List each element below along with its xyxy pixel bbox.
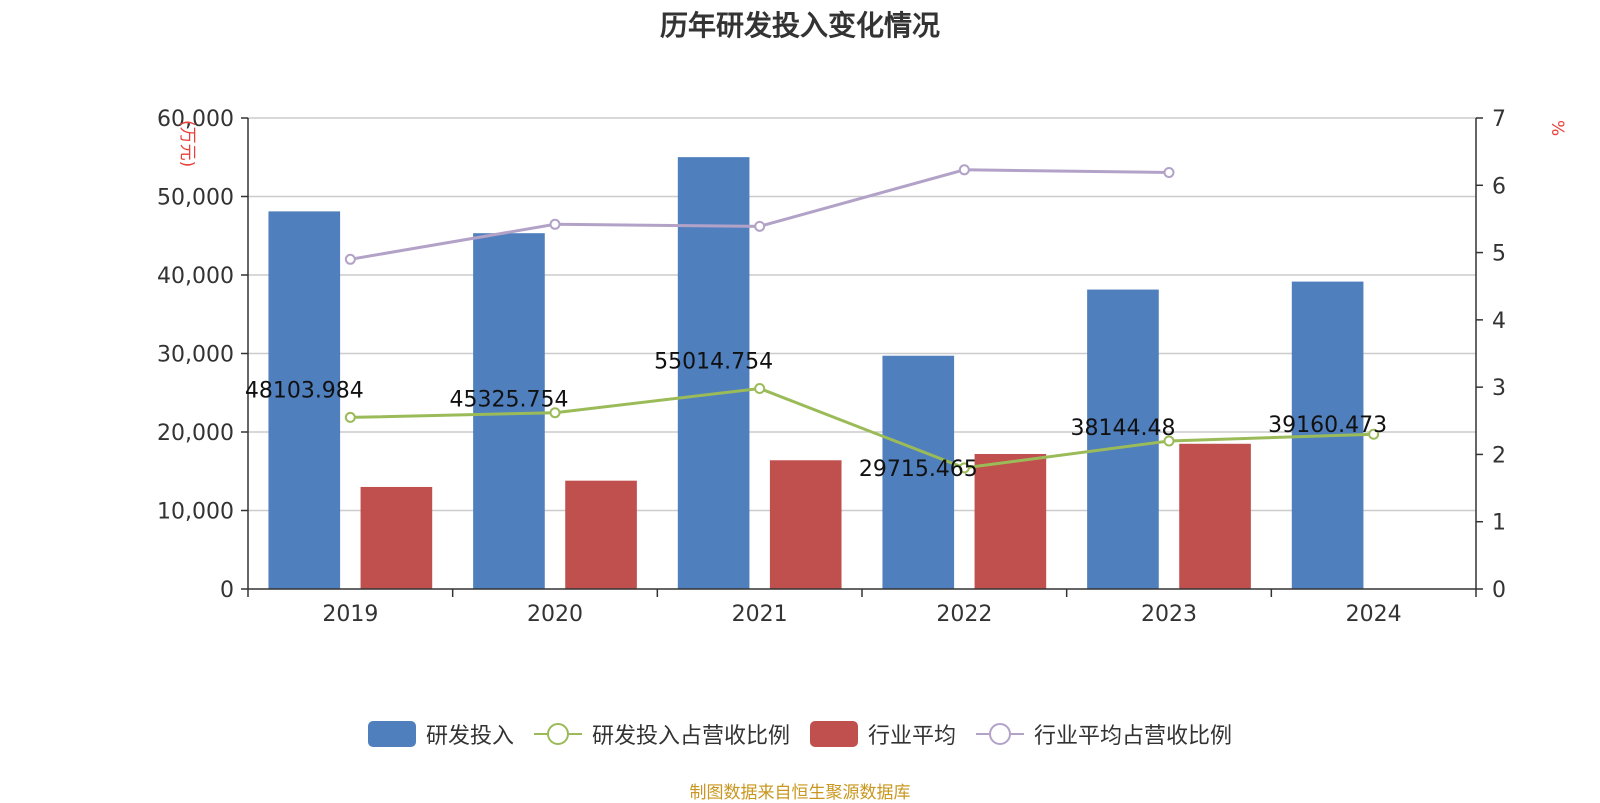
line-series [344, 164, 1380, 474]
line-point [958, 462, 970, 474]
y-right-tick-label: 4 [1492, 309, 1506, 334]
y-right-tick-label: 2 [1492, 443, 1506, 468]
bar-2020-0 [473, 233, 545, 590]
data-label: 39160.473 [1268, 413, 1387, 438]
y-left-tick-label: 10,000 [157, 500, 234, 525]
line-point [344, 411, 356, 423]
bar-2023-0 [1087, 289, 1159, 589]
x-tick-label: 2024 [1346, 602, 1402, 627]
y-right-tick-label: 7 [1492, 107, 1506, 132]
line-point [549, 218, 561, 230]
y-left-tick-label: 40,000 [157, 264, 234, 289]
y-right-tick-label: 5 [1492, 242, 1506, 267]
data-labels: 48103.984 45325.754 55014.754 29715.465 3814… [245, 349, 1387, 481]
bar-2021-1 [769, 460, 842, 589]
bar-2021-0 [677, 157, 750, 589]
axes: 0 10,000 20,000 30,000 40,000 50,000 60,000 0 1 2… [157, 107, 1506, 627]
y-left-tick-label: 30,000 [157, 343, 234, 368]
y-right-tick-label: 1 [1492, 511, 1506, 536]
line-point [754, 382, 766, 394]
grid-lines [248, 117, 1476, 512]
legend-label: 行业平均 [868, 724, 957, 749]
y-right-tick-label: 6 [1492, 174, 1506, 199]
chart-plot: 0 10,000 20,000 30,000 40,000 50,000 60,000 0 1 2… [157, 107, 1567, 627]
legend: 研发投入 研发投入占营收比例 行业平均 行业平均占营收比例 [0, 718, 1600, 750]
chart-title: 历年研发投入变化情况 [659, 9, 940, 42]
x-tick-label: 2021 [732, 602, 788, 627]
y-right-axis-label: % [1547, 120, 1567, 136]
line-point [958, 164, 970, 176]
y-left-tick-label: 0 [220, 578, 234, 603]
y-right-tick-label: 0 [1492, 578, 1506, 603]
data-label: 45325.754 [450, 388, 569, 413]
x-tick-label: 2020 [527, 602, 583, 627]
legend-item-rd-investment[interactable]: 研发投入 [367, 718, 514, 750]
bar-2019-1 [360, 486, 433, 589]
data-label: 55014.754 [654, 349, 773, 374]
bar-swatch-icon [367, 721, 416, 747]
bar-2023-1 [1179, 443, 1251, 589]
x-tick-label: 2019 [322, 602, 378, 627]
legend-item-industry-ratio[interactable]: 行业平均占营收比例 [976, 718, 1232, 750]
x-tick-label: 2022 [936, 602, 992, 627]
line-point [549, 407, 561, 419]
y-left-tick-label: 60,000 [157, 107, 234, 132]
bar-2019-0 [268, 211, 341, 589]
bar-swatch-icon [810, 721, 858, 747]
bar-2022-1 [974, 453, 1047, 589]
line-point [754, 220, 766, 232]
legend-item-industry-average[interactable]: 行业平均 [810, 718, 956, 750]
legend-item-rd-ratio[interactable]: 研发投入占营收比例 [533, 718, 790, 750]
bar-2020-1 [565, 480, 637, 589]
line-circle-swatch-icon [976, 723, 1025, 745]
line-series-0 [350, 386, 1374, 470]
line-circle-swatch-icon [533, 723, 582, 745]
bar-series [268, 157, 1364, 590]
y-right-tick-label: 3 [1492, 376, 1506, 401]
legend-label: 研发投入 [425, 724, 514, 749]
data-label: 38144.48 [1071, 416, 1176, 441]
line-point [1368, 428, 1380, 440]
y-left-tick-label: 20,000 [157, 421, 234, 446]
bar-2022-0 [882, 355, 955, 589]
y-left-axis-label: (万元) [177, 120, 197, 167]
legend-label: 行业平均占营收比例 [1034, 724, 1233, 749]
line-point [344, 253, 356, 265]
data-label: 48103.984 [245, 378, 364, 403]
y-left-tick-label: 50,000 [157, 186, 234, 211]
legend-label: 研发投入占营收比例 [591, 724, 790, 749]
line-point [1163, 167, 1175, 179]
line-point [1163, 435, 1175, 447]
data-source-note: 制图数据来自恒生聚源数据库 [689, 783, 911, 803]
data-label: 29715.465 [859, 457, 978, 482]
x-tick-label: 2023 [1141, 602, 1197, 627]
